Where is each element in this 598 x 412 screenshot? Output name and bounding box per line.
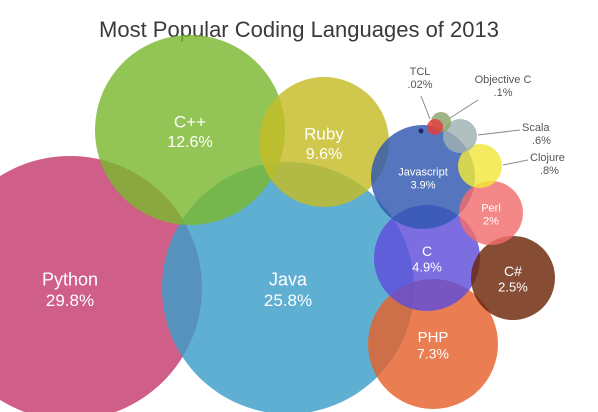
bubble-value-ruby: 9.6% (306, 146, 342, 163)
bubble-label-ruby: Ruby (304, 124, 344, 143)
bubble-label-c-sharp: C# (504, 263, 522, 279)
bubble-value-c: 4.9% (412, 260, 442, 275)
bubble-label-c: C (422, 243, 432, 259)
chart-title: Most Popular Coding Languages of 2013 (99, 17, 499, 42)
bubble-label-java: Java (269, 269, 308, 289)
bubble-label-tcl: TCL (410, 66, 431, 78)
bubble-c (374, 205, 480, 311)
bubble-label-javascript: Javascript (398, 166, 448, 178)
bubble-value-perl: 2% (483, 216, 499, 228)
pointer-line-clojure (502, 159, 529, 166)
bubble-label-objective-c: Objective C (475, 74, 532, 86)
pointer-line-objective-c (449, 99, 479, 119)
bubble-label-clojure: Clojure (530, 152, 565, 164)
bubble-value-objective-c: .1% (494, 87, 513, 99)
bubble-perl (459, 181, 523, 245)
bubble-value-tcl: .02% (407, 79, 432, 91)
bubble-scala (443, 119, 477, 153)
bubble-value-python: 29.8% (46, 291, 94, 310)
bubble-clojure (458, 144, 502, 188)
bubble-java (162, 162, 414, 412)
bubble-value-c-plus-plus: 12.6% (167, 134, 212, 151)
bubbles-group (0, 35, 555, 412)
bubble-python (0, 156, 202, 412)
bubble-value-scala: .6% (532, 135, 551, 147)
bubble-c-sharp (471, 236, 555, 320)
bubble-label-php: PHP (418, 329, 449, 346)
pointer-line-scala (477, 129, 521, 136)
bubble-value-java: 25.8% (264, 291, 312, 310)
bubble-label-scala: Scala (522, 122, 550, 134)
bubble-labels-group: Python 29.8% Java 25.8% C++ 12.6% Ruby 9.6% PHP7… (42, 66, 565, 362)
bubble-label-python: Python (42, 269, 98, 289)
bubble-php (368, 279, 498, 409)
bubble-ruby (259, 77, 389, 207)
small-marker-dot (418, 128, 424, 134)
bubble-c-plus-plus (95, 35, 285, 225)
bubble-value-php: 7.3% (417, 346, 449, 362)
bubble-tcl (427, 119, 443, 135)
bubble-label-c-plus-plus: C++ (174, 112, 206, 131)
bubble-javascript (371, 125, 475, 229)
pointer-lines-group (420, 95, 529, 166)
bubble-value-c-sharp: 2.5% (498, 280, 528, 295)
pointer-line-tcl (420, 95, 431, 120)
bubble-value-clojure: .8% (540, 165, 559, 177)
bubble-value-javascript: 3.9% (410, 180, 435, 192)
bubble-label-perl: Perl (481, 202, 501, 214)
